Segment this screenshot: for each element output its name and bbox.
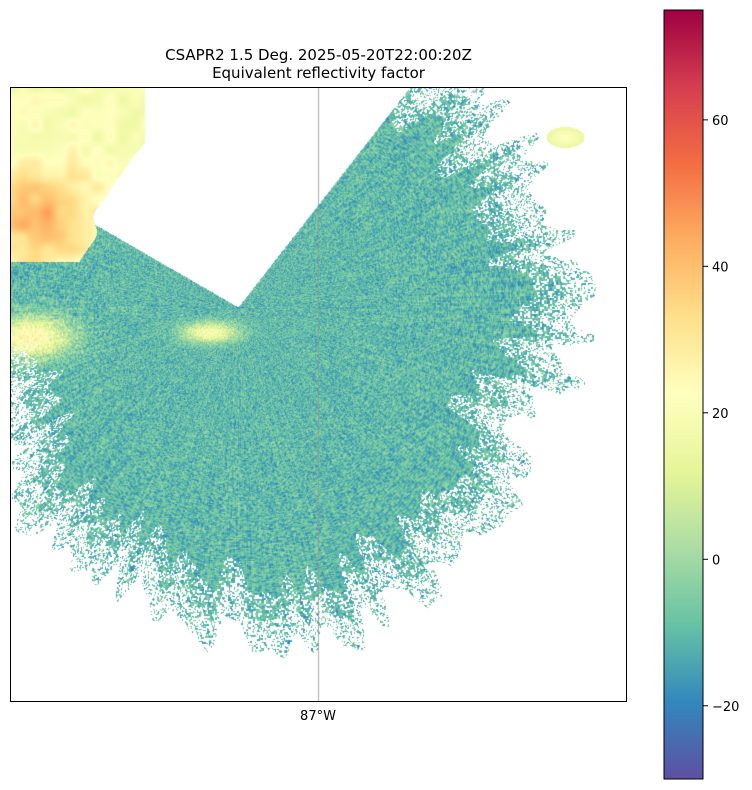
reflectivity-field [10,87,627,702]
colorbar-ticks: −20 0 20 40 60 [703,114,739,715]
colorbar-tick-label: 20 [712,407,729,422]
x-tick-label: 87°W [300,709,336,724]
colorbar-tick-label: 40 [712,260,729,275]
colorbar-tick-label: −20 [712,700,739,715]
plot-area [10,87,627,702]
chart-title: CSAPR2 1.5 Deg. 2025-05-20T22:00:20Z [165,46,472,64]
colorbar [663,9,704,780]
chart-subtitle: Equivalent reflectivity factor [212,64,425,82]
colorbar-tick-label: 0 [712,553,720,568]
colorbar-tick-label: 60 [712,114,729,129]
